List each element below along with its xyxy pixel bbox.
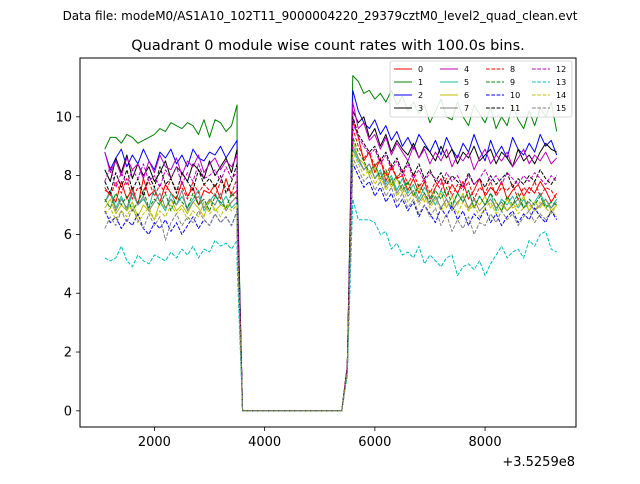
suptitle: Data file: modeM0/AS1A10_102T11_90000042… — [63, 9, 578, 23]
y-tick-label-4: 4 — [64, 287, 72, 302]
x-tick-label-8000: 8000 — [469, 435, 502, 450]
legend-label-6: 6 — [464, 91, 469, 100]
legend-frame — [389, 60, 573, 118]
x-tick-label-6000: 6000 — [358, 435, 391, 450]
legend-label-7: 7 — [464, 104, 469, 113]
x-axis: 2000 4000 6000 8000 — [138, 427, 502, 450]
y-tick-label-8: 8 — [64, 169, 72, 184]
legend-label-1: 1 — [418, 78, 423, 87]
series-layer — [104, 75, 558, 412]
x-offset-label: +3.5259e8 — [502, 455, 575, 470]
legend-label-14: 14 — [556, 91, 566, 100]
legend-label-5: 5 — [464, 78, 469, 87]
y-axis: 0 2 4 6 8 10 — [55, 110, 80, 419]
legend-label-9: 9 — [510, 78, 515, 87]
legend-label-13: 13 — [556, 78, 566, 87]
legend-label-2: 2 — [418, 91, 423, 100]
legend-label-0: 0 — [418, 65, 423, 74]
x-tick-label-2000: 2000 — [138, 435, 171, 450]
legend-label-11: 11 — [510, 104, 520, 113]
legend-label-8: 8 — [510, 65, 515, 74]
legend-label-10: 10 — [510, 91, 520, 100]
chart-title: Quadrant 0 module wise count rates with … — [131, 38, 525, 54]
y-tick-label-2: 2 — [64, 346, 72, 361]
plot-frame — [79, 57, 577, 428]
legend-label-3: 3 — [418, 104, 423, 113]
y-tick-label-0: 0 — [64, 404, 72, 419]
y-tick-label-6: 6 — [64, 228, 72, 243]
legend-label-12: 12 — [556, 65, 566, 74]
legend-label-4: 4 — [464, 65, 469, 74]
y-tick-label-10: 10 — [55, 110, 72, 125]
legend-label-15: 15 — [556, 104, 566, 113]
x-tick-label-4000: 4000 — [248, 435, 281, 450]
series-line-15 — [104, 157, 558, 412]
